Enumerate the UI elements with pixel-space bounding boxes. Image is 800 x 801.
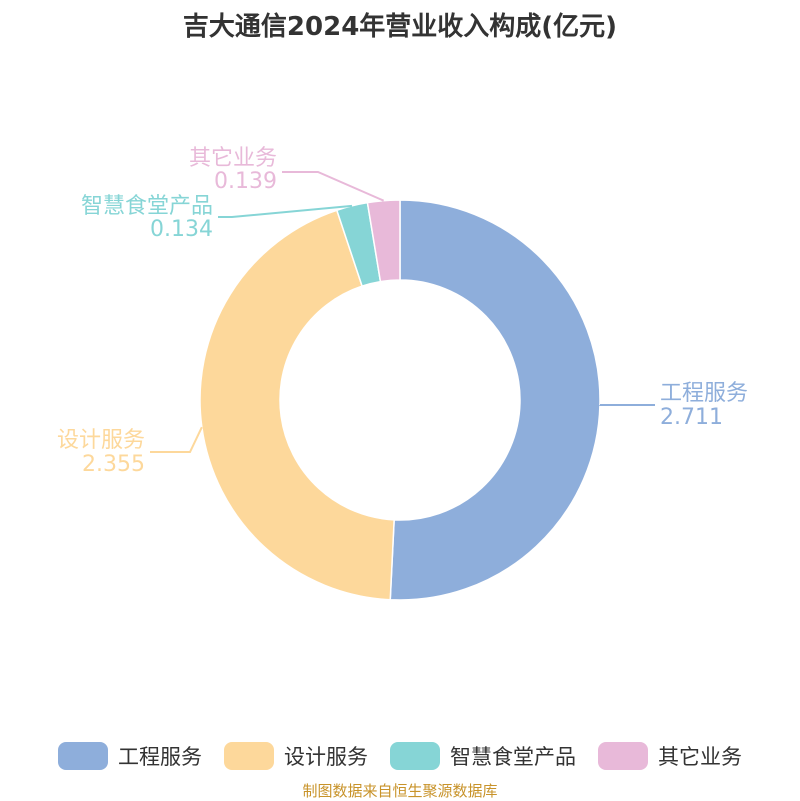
slice-label: 工程服务 [660, 381, 748, 406]
legend-item[interactable]: 其它业务 [598, 741, 742, 771]
legend-swatch [58, 742, 108, 770]
donut-slice[interactable] [390, 200, 600, 600]
legend-item[interactable]: 设计服务 [224, 741, 368, 771]
slice-value-label: 0.134 [150, 217, 213, 242]
legend-swatch [390, 742, 440, 770]
legend-swatch [224, 742, 274, 770]
leader-line [150, 427, 202, 452]
legend-item[interactable]: 工程服务 [58, 741, 202, 771]
legend: 工程服务 设计服务 智慧食堂产品 其它业务 [0, 736, 800, 776]
legend-item[interactable]: 智慧食堂产品 [390, 741, 576, 771]
legend-label: 工程服务 [118, 741, 202, 771]
legend-label: 设计服务 [284, 741, 368, 771]
legend-label: 其它业务 [658, 741, 742, 771]
slice-value-label: 2.355 [82, 452, 145, 477]
slice-label: 设计服务 [57, 428, 145, 453]
slice-value-label: 2.711 [660, 405, 723, 430]
source-note: 制图数据来自恒生聚源数据库 [0, 780, 800, 801]
legend-label: 智慧食堂产品 [450, 741, 576, 771]
slice-label: 其它业务 [189, 146, 277, 171]
legend-swatch [598, 742, 648, 770]
leader-line [282, 172, 384, 201]
slice-value-label: 0.139 [214, 169, 277, 194]
slice-label: 智慧食堂产品 [81, 194, 213, 219]
